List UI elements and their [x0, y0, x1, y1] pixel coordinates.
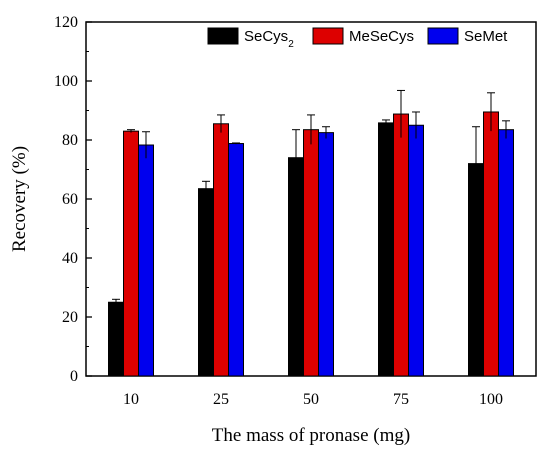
- y-tick-label: 40: [62, 250, 78, 267]
- x-tick-label: 10: [123, 391, 139, 408]
- y-tick-label: 60: [62, 191, 78, 208]
- x-tick-label: 25: [213, 391, 229, 408]
- x-tick-label: 100: [479, 391, 503, 408]
- legend-label-semet: SeMet: [464, 28, 508, 45]
- legend-swatch-semet: [427, 27, 459, 45]
- legend: SeCys2 MeSeCys SeMet: [207, 27, 508, 50]
- y-axis-title: Recovery (%): [9, 146, 30, 252]
- y-tick-label: 100: [54, 73, 78, 90]
- bar-secys-10: [108, 301, 124, 377]
- bar-mesecys-10: [123, 130, 139, 377]
- y-tick-label: 0: [70, 368, 78, 385]
- x-tick-label: 75: [393, 391, 409, 408]
- bar-mesecys-50: [303, 129, 319, 377]
- legend-label-mesecys: MeSeCys: [349, 28, 414, 45]
- y-tick-label: 120: [54, 14, 78, 31]
- legend-swatch-secys: [207, 27, 239, 45]
- bar-secys-50: [288, 157, 304, 377]
- legend-label-secys: SeCys2: [244, 28, 294, 50]
- bar-mesecys-100: [483, 111, 499, 377]
- y-tick-label: 80: [62, 132, 78, 149]
- legend-swatch-mesecys: [312, 27, 344, 45]
- bar-secys-75: [378, 122, 394, 377]
- x-axis-title: The mass of pronase (mg): [212, 425, 410, 446]
- bar-semet-100: [498, 129, 514, 377]
- legend-label-subscript: 2: [288, 39, 294, 50]
- bars-layer: [108, 89, 514, 377]
- bar-secys-25: [198, 188, 214, 377]
- bar-semet-25: [228, 143, 244, 377]
- bar-mesecys-75: [393, 113, 409, 377]
- bar-semet-75: [408, 124, 424, 377]
- y-tick-label: 20: [62, 309, 78, 326]
- bar-mesecys-25: [213, 123, 229, 377]
- bar-semet-10: [138, 144, 154, 377]
- x-tick-label: 50: [303, 391, 319, 408]
- bar-semet-50: [318, 132, 334, 377]
